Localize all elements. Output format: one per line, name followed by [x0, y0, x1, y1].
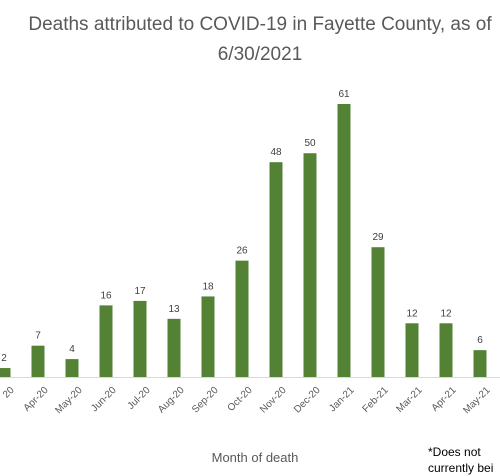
bar-jun-20 [99, 305, 113, 377]
bar-feb-21 [371, 247, 385, 377]
data-label-jul-20: 17 [134, 286, 146, 297]
x-tick-label-feb-21: Feb-21 [360, 385, 390, 415]
data-label-sep-20: 18 [202, 281, 214, 292]
data-label-may-20: 4 [69, 344, 75, 355]
bar-dec-20 [303, 153, 317, 377]
x-tick-label-nov-20: Nov-20 [258, 385, 289, 416]
bar-apr-20 [31, 345, 45, 377]
x-tick-label-mar-20: 20 [1, 385, 17, 401]
data-label-feb-21: 29 [372, 232, 384, 243]
x-axis-title: Month of death [211, 450, 299, 465]
bar-mar-20 [0, 368, 11, 377]
footnote: *Does not currently bei [428, 444, 500, 476]
x-tick-label-jun-20: Jun-20 [89, 385, 119, 415]
data-label-oct-20: 26 [236, 246, 248, 257]
x-tick-label-oct-20: Oct-20 [226, 385, 255, 414]
x-tick-label-dec-20: Dec-20 [292, 385, 323, 416]
x-tick-label-jul-20: Jul-20 [126, 385, 153, 412]
data-label-may-21: 6 [477, 335, 483, 346]
x-tick-label-mar-21: Mar-21 [394, 385, 424, 415]
bar-sep-20 [201, 296, 215, 377]
x-tick-label-apr-20: Apr-20 [22, 385, 51, 414]
data-label-jun-20: 16 [100, 290, 112, 301]
bar-may-20 [65, 359, 79, 377]
data-label-dec-20: 50 [304, 138, 316, 149]
bar-jul-20 [133, 300, 147, 377]
chart-title-line-1: Deaths attributed to COVID-19 in Fayette… [28, 14, 492, 35]
data-label-apr-21: 12 [440, 308, 452, 319]
bar-jan-21 [337, 104, 351, 377]
data-label-mar-20: 2 [1, 353, 7, 364]
data-label-aug-20: 13 [168, 304, 180, 315]
bar-oct-20 [235, 260, 249, 377]
data-label-apr-20: 7 [35, 331, 41, 342]
x-tick-label-jan-21: Jan-21 [327, 385, 357, 415]
chart-title: Deaths attributed to COVID-19 in Fayette… [0, 10, 500, 70]
bar-mar-21 [405, 323, 419, 377]
data-label-jan-21: 61 [338, 89, 350, 100]
x-tick-label-may-21: May-21 [461, 385, 493, 417]
bar-nov-20 [269, 162, 283, 377]
bar-aug-20 [167, 318, 181, 377]
bar-may-21 [473, 350, 487, 377]
x-tick-label-apr-21: Apr-21 [430, 385, 459, 414]
footnote-line-2: currently bei [428, 461, 494, 475]
x-tick-label-sep-20: Sep-20 [190, 385, 221, 416]
footnote-line-1: *Does not [428, 445, 481, 459]
x-tick-label-aug-20: Aug-20 [156, 385, 187, 416]
chart-title-line-2: 6/30/2021 [217, 44, 303, 65]
x-tick-label-may-20: May-20 [53, 385, 85, 417]
data-label-mar-21: 12 [406, 308, 418, 319]
data-label-nov-20: 48 [270, 147, 282, 158]
bar-apr-21 [439, 323, 453, 377]
